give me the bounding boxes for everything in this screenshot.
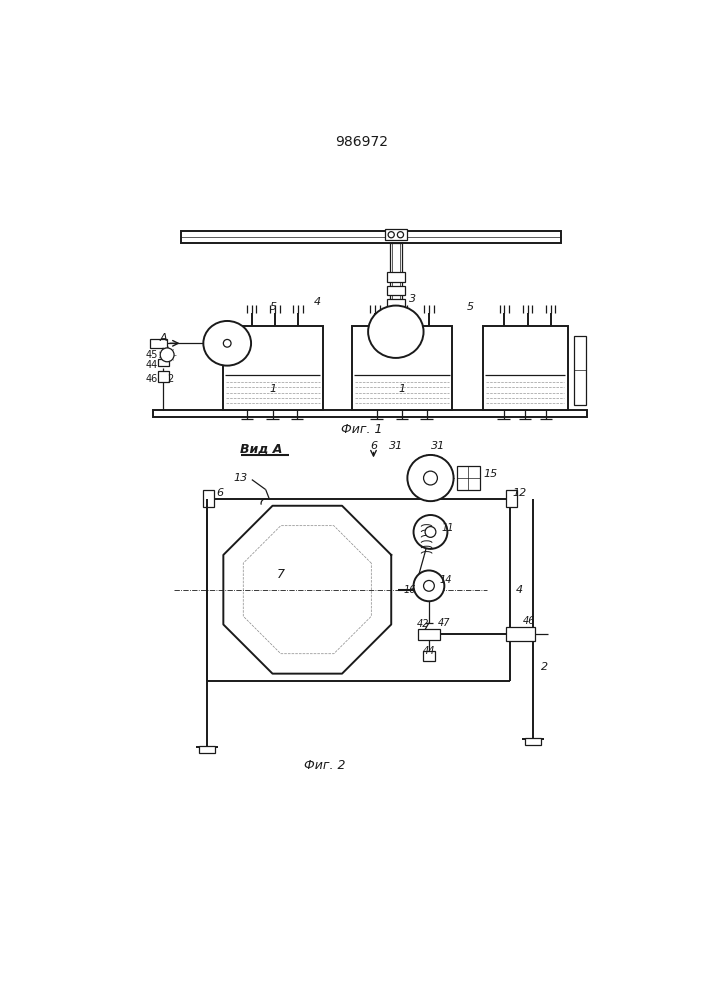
- Text: 13: 13: [233, 473, 247, 483]
- Bar: [390, 243, 402, 322]
- Bar: [525, 738, 541, 745]
- Text: 986972: 986972: [335, 135, 388, 149]
- Text: 16: 16: [404, 585, 416, 595]
- Text: 45: 45: [146, 350, 158, 360]
- Text: 46: 46: [522, 616, 535, 626]
- Circle shape: [414, 515, 448, 549]
- Text: Фиг. 1: Фиг. 1: [341, 423, 382, 436]
- Text: 46: 46: [146, 374, 158, 384]
- Text: 31: 31: [390, 441, 404, 451]
- Text: 11: 11: [441, 523, 454, 533]
- Text: 44: 44: [423, 646, 436, 656]
- Text: 47: 47: [438, 618, 450, 628]
- Circle shape: [388, 232, 395, 238]
- Text: Вид A: Вид A: [240, 443, 282, 456]
- Text: 3: 3: [409, 294, 416, 304]
- Circle shape: [423, 471, 438, 485]
- Bar: [153, 410, 587, 417]
- Text: 4: 4: [516, 585, 523, 595]
- Text: 1: 1: [399, 384, 406, 394]
- Bar: [506, 627, 535, 641]
- Text: 4: 4: [314, 297, 321, 307]
- Bar: [352, 326, 452, 410]
- Circle shape: [160, 348, 174, 362]
- Bar: [457, 466, 480, 490]
- Text: 6: 6: [370, 441, 377, 451]
- Ellipse shape: [368, 306, 423, 358]
- Circle shape: [425, 527, 436, 537]
- Bar: [387, 272, 405, 282]
- Text: 42: 42: [416, 619, 429, 629]
- Ellipse shape: [204, 321, 251, 366]
- Bar: [506, 490, 517, 507]
- Bar: [423, 651, 435, 661]
- Bar: [204, 490, 214, 507]
- Text: 1: 1: [269, 384, 276, 394]
- Text: 44: 44: [146, 360, 158, 370]
- Text: 15: 15: [484, 469, 498, 479]
- Text: 2: 2: [167, 374, 173, 384]
- Text: 7: 7: [277, 568, 285, 581]
- Bar: [158, 359, 169, 366]
- Circle shape: [423, 580, 434, 591]
- Bar: [483, 326, 568, 410]
- Bar: [181, 231, 561, 243]
- Bar: [573, 336, 586, 405]
- Bar: [150, 339, 167, 348]
- Text: 14: 14: [440, 575, 452, 585]
- Text: 5: 5: [467, 302, 474, 312]
- Text: 5: 5: [270, 302, 277, 312]
- Bar: [387, 299, 405, 308]
- Bar: [223, 326, 322, 410]
- Text: 31: 31: [431, 441, 445, 451]
- Text: A: A: [160, 333, 167, 343]
- Text: Фиг. 2: Фиг. 2: [304, 759, 346, 772]
- Text: 6: 6: [216, 488, 223, 498]
- Circle shape: [223, 339, 231, 347]
- Text: 12: 12: [513, 488, 527, 498]
- Bar: [418, 629, 440, 640]
- Bar: [199, 746, 215, 753]
- Bar: [158, 371, 169, 382]
- Bar: [387, 286, 405, 295]
- Circle shape: [414, 570, 444, 601]
- Circle shape: [397, 232, 404, 238]
- Circle shape: [407, 455, 454, 501]
- Text: 2: 2: [541, 662, 548, 672]
- Bar: [385, 229, 407, 240]
